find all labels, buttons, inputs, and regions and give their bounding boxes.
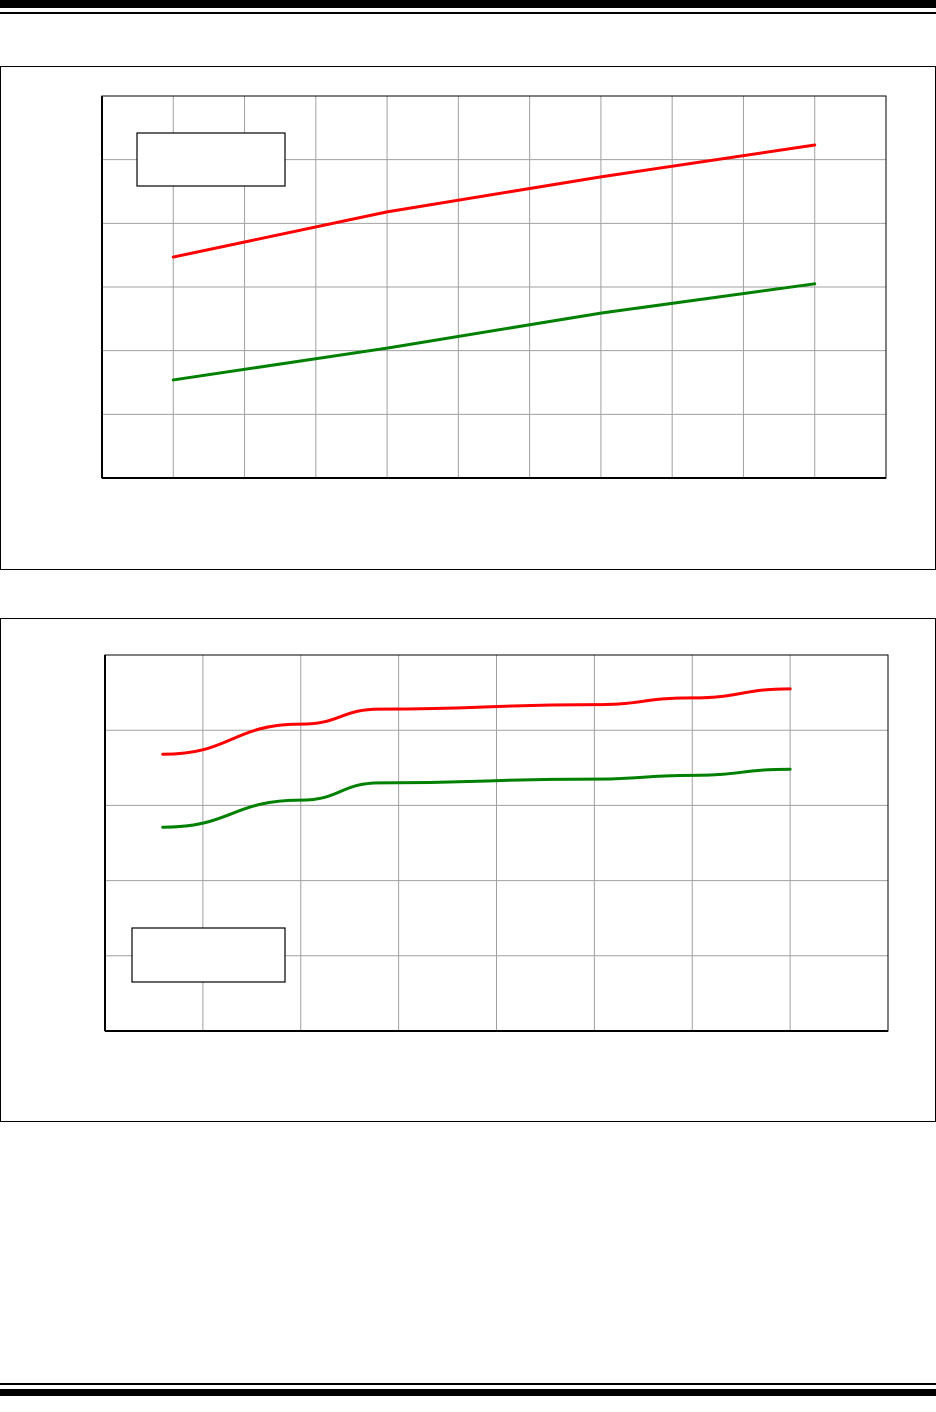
legend-box xyxy=(136,132,286,187)
series-line-2 xyxy=(171,282,817,382)
header-rule-thin xyxy=(0,12,936,14)
chart-1 xyxy=(101,95,887,479)
series-line-2 xyxy=(161,767,792,829)
legend-box xyxy=(131,927,286,983)
chart-2 xyxy=(104,654,889,1032)
series-line-1 xyxy=(171,143,817,259)
footer-rule-thin xyxy=(0,1383,936,1385)
header-rule-thick xyxy=(0,0,936,8)
footer-rule-thick xyxy=(0,1389,936,1396)
series-line-1 xyxy=(161,687,792,756)
figure-frame-2 xyxy=(0,618,936,1122)
